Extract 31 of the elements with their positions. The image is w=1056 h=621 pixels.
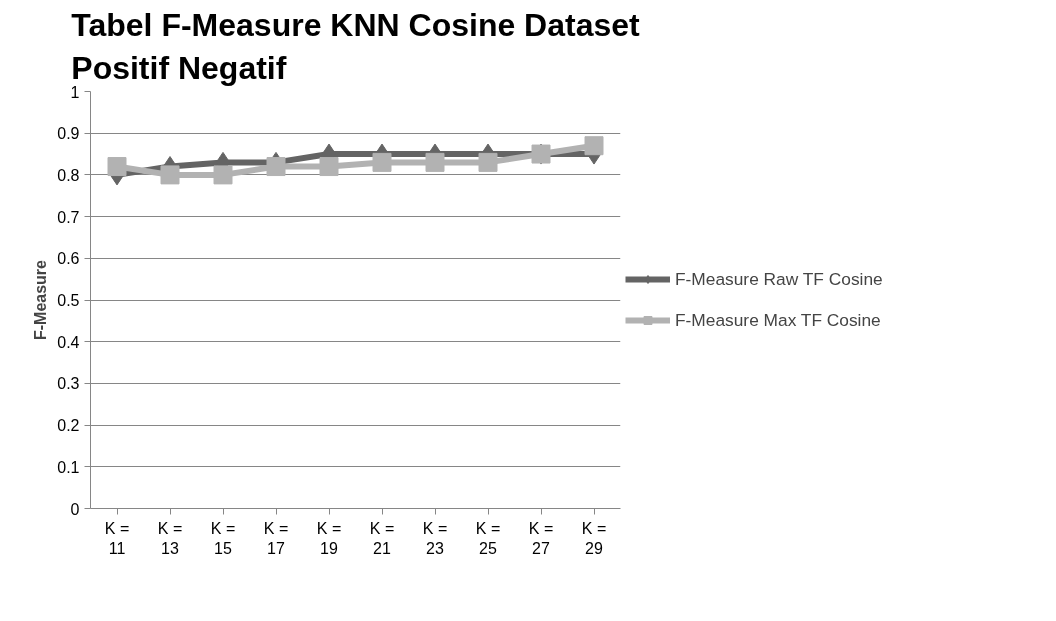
x-tick-label: K = 17 bbox=[263, 519, 289, 557]
point bbox=[160, 165, 180, 185]
x-tick-label: K = 15 bbox=[210, 519, 236, 557]
x-tick-label: K = 13 bbox=[157, 519, 183, 557]
y-tick-label: 0.6 bbox=[57, 250, 80, 268]
x-tick-label: K = 19 bbox=[316, 519, 342, 557]
x-tick-label: K = 27 bbox=[528, 519, 554, 557]
legend-label: F-Measure Raw TF Cosine bbox=[675, 268, 883, 290]
y-tick-label: 0.4 bbox=[57, 333, 80, 351]
x-tick-label: K = 23 bbox=[422, 519, 448, 557]
y-tick-label: 0.3 bbox=[57, 375, 80, 393]
y-tick-label: 0.9 bbox=[57, 125, 80, 143]
y-tick-label: 0.7 bbox=[57, 208, 80, 226]
y-axis-title: F-Measure bbox=[32, 259, 50, 341]
y-tick-label: 0.5 bbox=[57, 292, 80, 309]
point bbox=[584, 136, 604, 156]
point bbox=[213, 165, 233, 185]
legend-label: F-Measure Max TF Cosine bbox=[675, 309, 881, 331]
y-tick-label: 0.1 bbox=[57, 458, 80, 476]
x-tick-label: K = 11 bbox=[104, 519, 130, 557]
x-tick-label: K = 25 bbox=[475, 519, 501, 557]
point bbox=[425, 152, 445, 172]
point bbox=[372, 152, 392, 172]
y-tick-label: 0.8 bbox=[57, 166, 80, 184]
point bbox=[319, 157, 339, 177]
x-tick-label: K = 29 bbox=[581, 519, 607, 557]
x-tick-label: K = 21 bbox=[369, 519, 395, 557]
y-tick-label: 0 bbox=[70, 500, 80, 518]
y-tick-label: 0.2 bbox=[57, 417, 80, 435]
point bbox=[478, 152, 498, 172]
point bbox=[107, 157, 127, 177]
